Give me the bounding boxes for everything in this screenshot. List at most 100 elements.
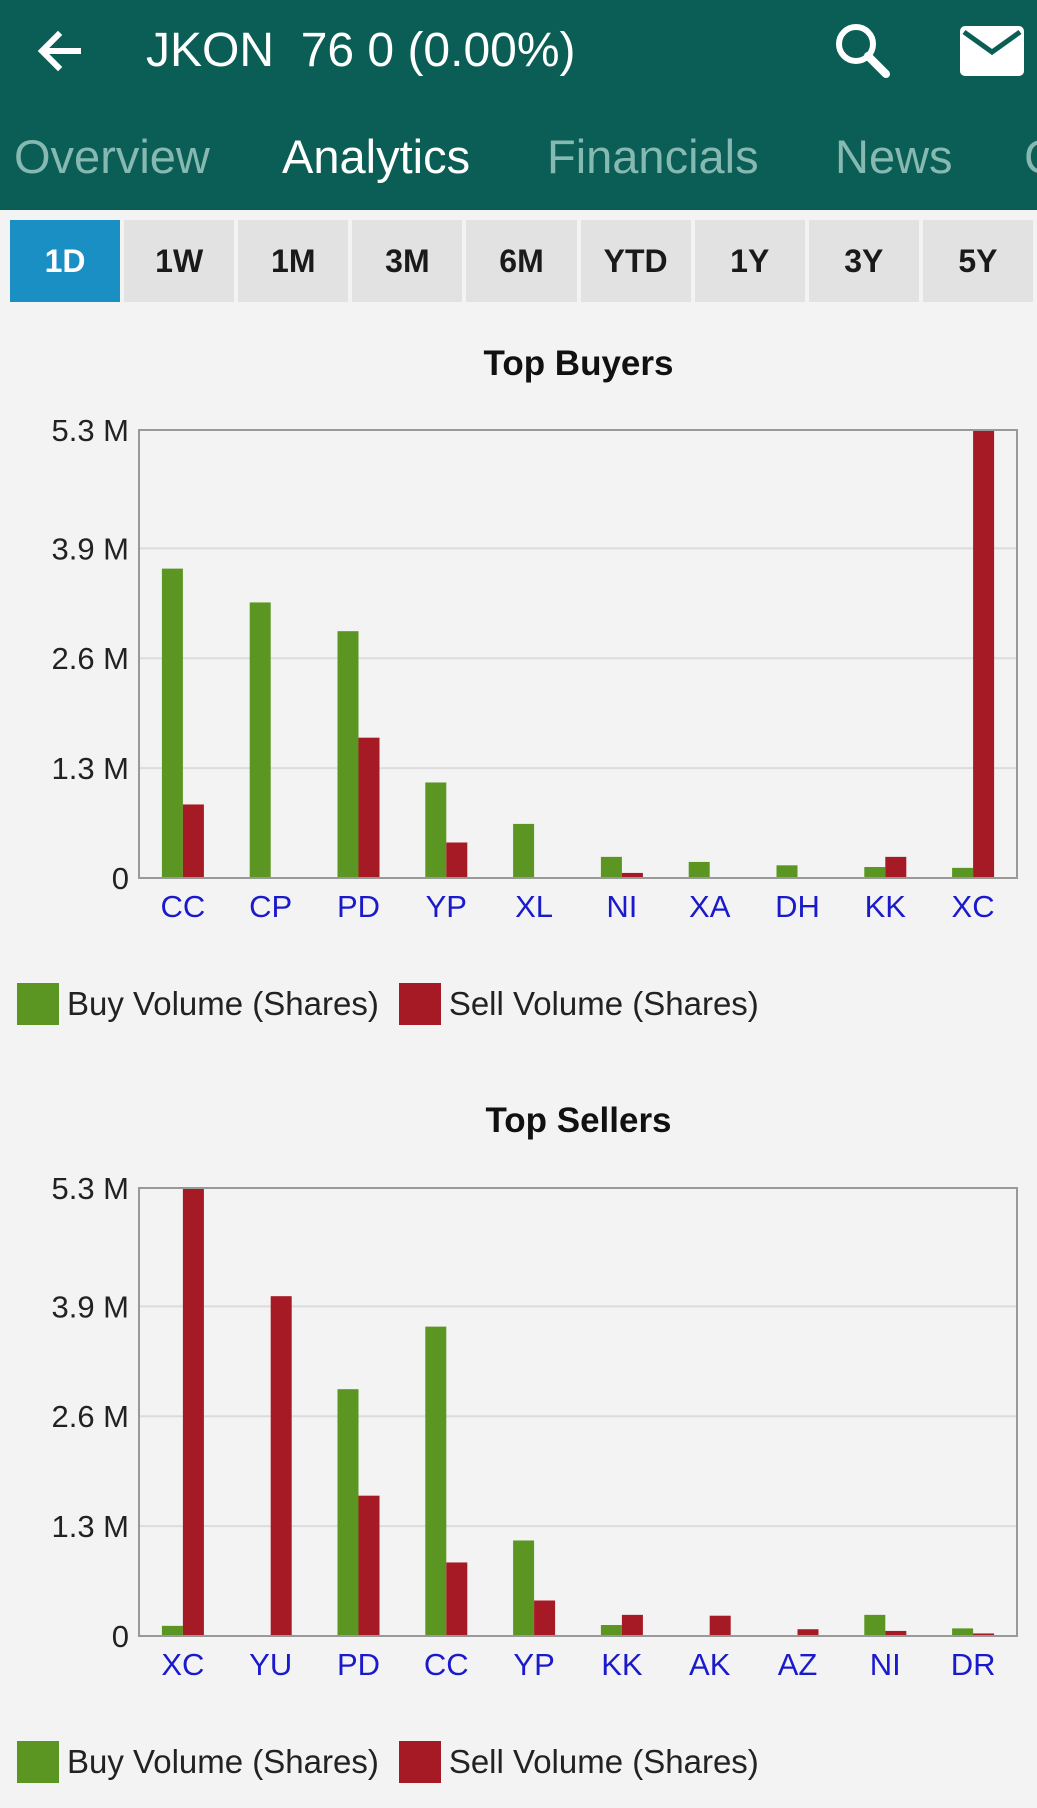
x-tick-label[interactable]: XC (952, 889, 995, 924)
x-tick-label[interactable]: YP (426, 889, 467, 924)
range-3m[interactable]: 3M (352, 220, 463, 302)
x-tick-label[interactable]: XC (161, 1647, 204, 1682)
x-tick-label[interactable]: YP (513, 1647, 554, 1682)
x-tick-label[interactable]: NI (870, 1647, 901, 1682)
buy-bar-pd (337, 1389, 359, 1636)
buy-bar-xc (161, 1625, 183, 1636)
tab-news[interactable]: News (835, 130, 953, 183)
buy-bar-xa (688, 861, 710, 878)
y-tick-label: 0 (112, 1619, 129, 1654)
x-tick-label[interactable]: PD (337, 889, 380, 924)
page-title: JKON 76 0 (0.00%) (146, 24, 576, 77)
x-tick-label[interactable]: KK (865, 889, 907, 924)
tab-more[interactable]: C (1024, 118, 1037, 196)
range-5y[interactable]: 5Y (922, 220, 1033, 302)
x-tick-label[interactable]: CC (424, 1647, 469, 1682)
buy-legend-swatch (17, 1741, 59, 1783)
x-tick-label[interactable]: NI (606, 889, 637, 924)
range-1m[interactable]: 1M (238, 220, 349, 302)
y-tick-label: 3.9 M (51, 531, 129, 566)
search-button[interactable] (830, 18, 896, 84)
x-tick-label[interactable]: CP (249, 889, 292, 924)
top-buyers-title: Top Buyers (483, 344, 674, 383)
x-tick-label[interactable]: PD (337, 1647, 380, 1682)
buy-bar-yp (513, 1540, 535, 1636)
sell-bar-pd (358, 1495, 380, 1636)
sell-bar-kk (885, 856, 907, 878)
plot-border (138, 429, 1018, 879)
y-tick-label: 5.3 M (51, 413, 129, 448)
sell-legend-swatch (398, 1741, 441, 1783)
plot-border (138, 1187, 1018, 1637)
y-tick-label: 3.9 M (51, 1289, 129, 1324)
buy-bar-kk (600, 1625, 622, 1636)
mail-icon (960, 26, 1024, 76)
x-tick-label[interactable]: YU (249, 1647, 292, 1682)
buy-bar-pd (337, 631, 359, 878)
range-1y[interactable]: 1Y (694, 220, 805, 302)
x-tick-label[interactable]: XL (515, 889, 553, 924)
time-range-selector: 1D 1W 1M 3M 6M YTD 1Y 3Y 5Y (10, 220, 1033, 302)
buy-bar-cp (249, 602, 271, 878)
arrow-left-icon (37, 30, 81, 72)
sell-bar-xc (973, 430, 995, 878)
range-ytd[interactable]: YTD (580, 220, 691, 302)
sell-legend-label: Sell Volume (Shares) (448, 985, 759, 1022)
sell-bar-xc (182, 1188, 204, 1636)
buy-bar-xl (513, 823, 535, 878)
buy-bar-ni (600, 856, 622, 878)
top-sellers-legend: Buy Volume (Shares) Sell Volume (Shares) (17, 1740, 779, 1784)
sell-bar-cc (446, 1562, 468, 1636)
sell-bar-ak (709, 1615, 731, 1636)
buy-bar-dh (776, 865, 798, 878)
x-tick-label[interactable]: AZ (778, 1647, 818, 1682)
top-buyers-chart: 0 1.3 M 2.6 M 3.9 M 5.3 M CC CP PD YP XL NI XA DH KK X… (51, 413, 1018, 924)
buy-legend-swatch (17, 983, 59, 1025)
x-tick-label[interactable]: AK (689, 1647, 731, 1682)
x-tick-label[interactable]: XA (689, 889, 731, 924)
buy-bar-dr (952, 1628, 974, 1636)
sell-legend-label: Sell Volume (Shares) (448, 1743, 759, 1780)
sell-bar-ni (621, 872, 643, 878)
sell-bar-pd (358, 737, 380, 878)
sell-bar-cc (182, 804, 204, 878)
sell-bar-yp (446, 842, 468, 878)
buy-legend-label: Buy Volume (Shares) (67, 985, 379, 1022)
y-tick-label: 2.6 M (51, 1399, 129, 1434)
range-3y[interactable]: 3Y (808, 220, 919, 302)
sell-bar-dr (973, 1633, 995, 1636)
buy-bar-xc (952, 867, 974, 878)
tab-overview[interactable]: Overview (14, 130, 210, 183)
y-tick-label: 2.6 M (51, 641, 129, 676)
range-1d[interactable]: 1D (10, 220, 121, 302)
top-sellers-chart: 0 1.3 M 2.6 M 3.9 M 5.3 M XC YU PD CC YP KK AK AZ NI D… (51, 1171, 1018, 1682)
back-button[interactable] (30, 22, 88, 80)
sell-bar-yp (534, 1600, 556, 1636)
sell-bar-ni (885, 1630, 907, 1636)
search-icon (836, 24, 890, 78)
buy-bar-ni (864, 1614, 886, 1636)
app-bar: JKON 76 0 (0.00%) Overview Analytics Fin… (0, 0, 1037, 210)
buy-legend-label: Buy Volume (Shares) (67, 1743, 379, 1780)
buy-bar-cc (425, 1326, 447, 1636)
y-tick-label: 0 (112, 861, 129, 896)
tab-financials[interactable]: Financials (547, 130, 759, 183)
section-tabs: Overview Analytics Financials News C (0, 118, 1037, 196)
mail-button[interactable] (958, 18, 1030, 84)
y-tick-label: 5.3 M (51, 1171, 129, 1206)
range-6m[interactable]: 6M (466, 220, 577, 302)
x-tick-label[interactable]: DR (951, 1647, 996, 1682)
range-1w[interactable]: 1W (124, 220, 235, 302)
buy-bar-cc (161, 568, 183, 878)
x-tick-label[interactable]: KK (601, 1647, 643, 1682)
buy-bar-kk (864, 867, 886, 878)
buy-bar-yp (425, 782, 447, 878)
sell-legend-swatch (398, 983, 441, 1025)
tab-analytics[interactable]: Analytics (282, 130, 471, 183)
sell-bar-az (797, 1629, 819, 1636)
top-buyers-legend: Buy Volume (Shares) Sell Volume (Shares) (17, 982, 779, 1026)
x-tick-label[interactable]: DH (775, 889, 820, 924)
top-sellers-title: Top Sellers (485, 1101, 672, 1140)
y-tick-label: 1.3 M (51, 1509, 129, 1544)
x-tick-label[interactable]: CC (161, 889, 206, 924)
